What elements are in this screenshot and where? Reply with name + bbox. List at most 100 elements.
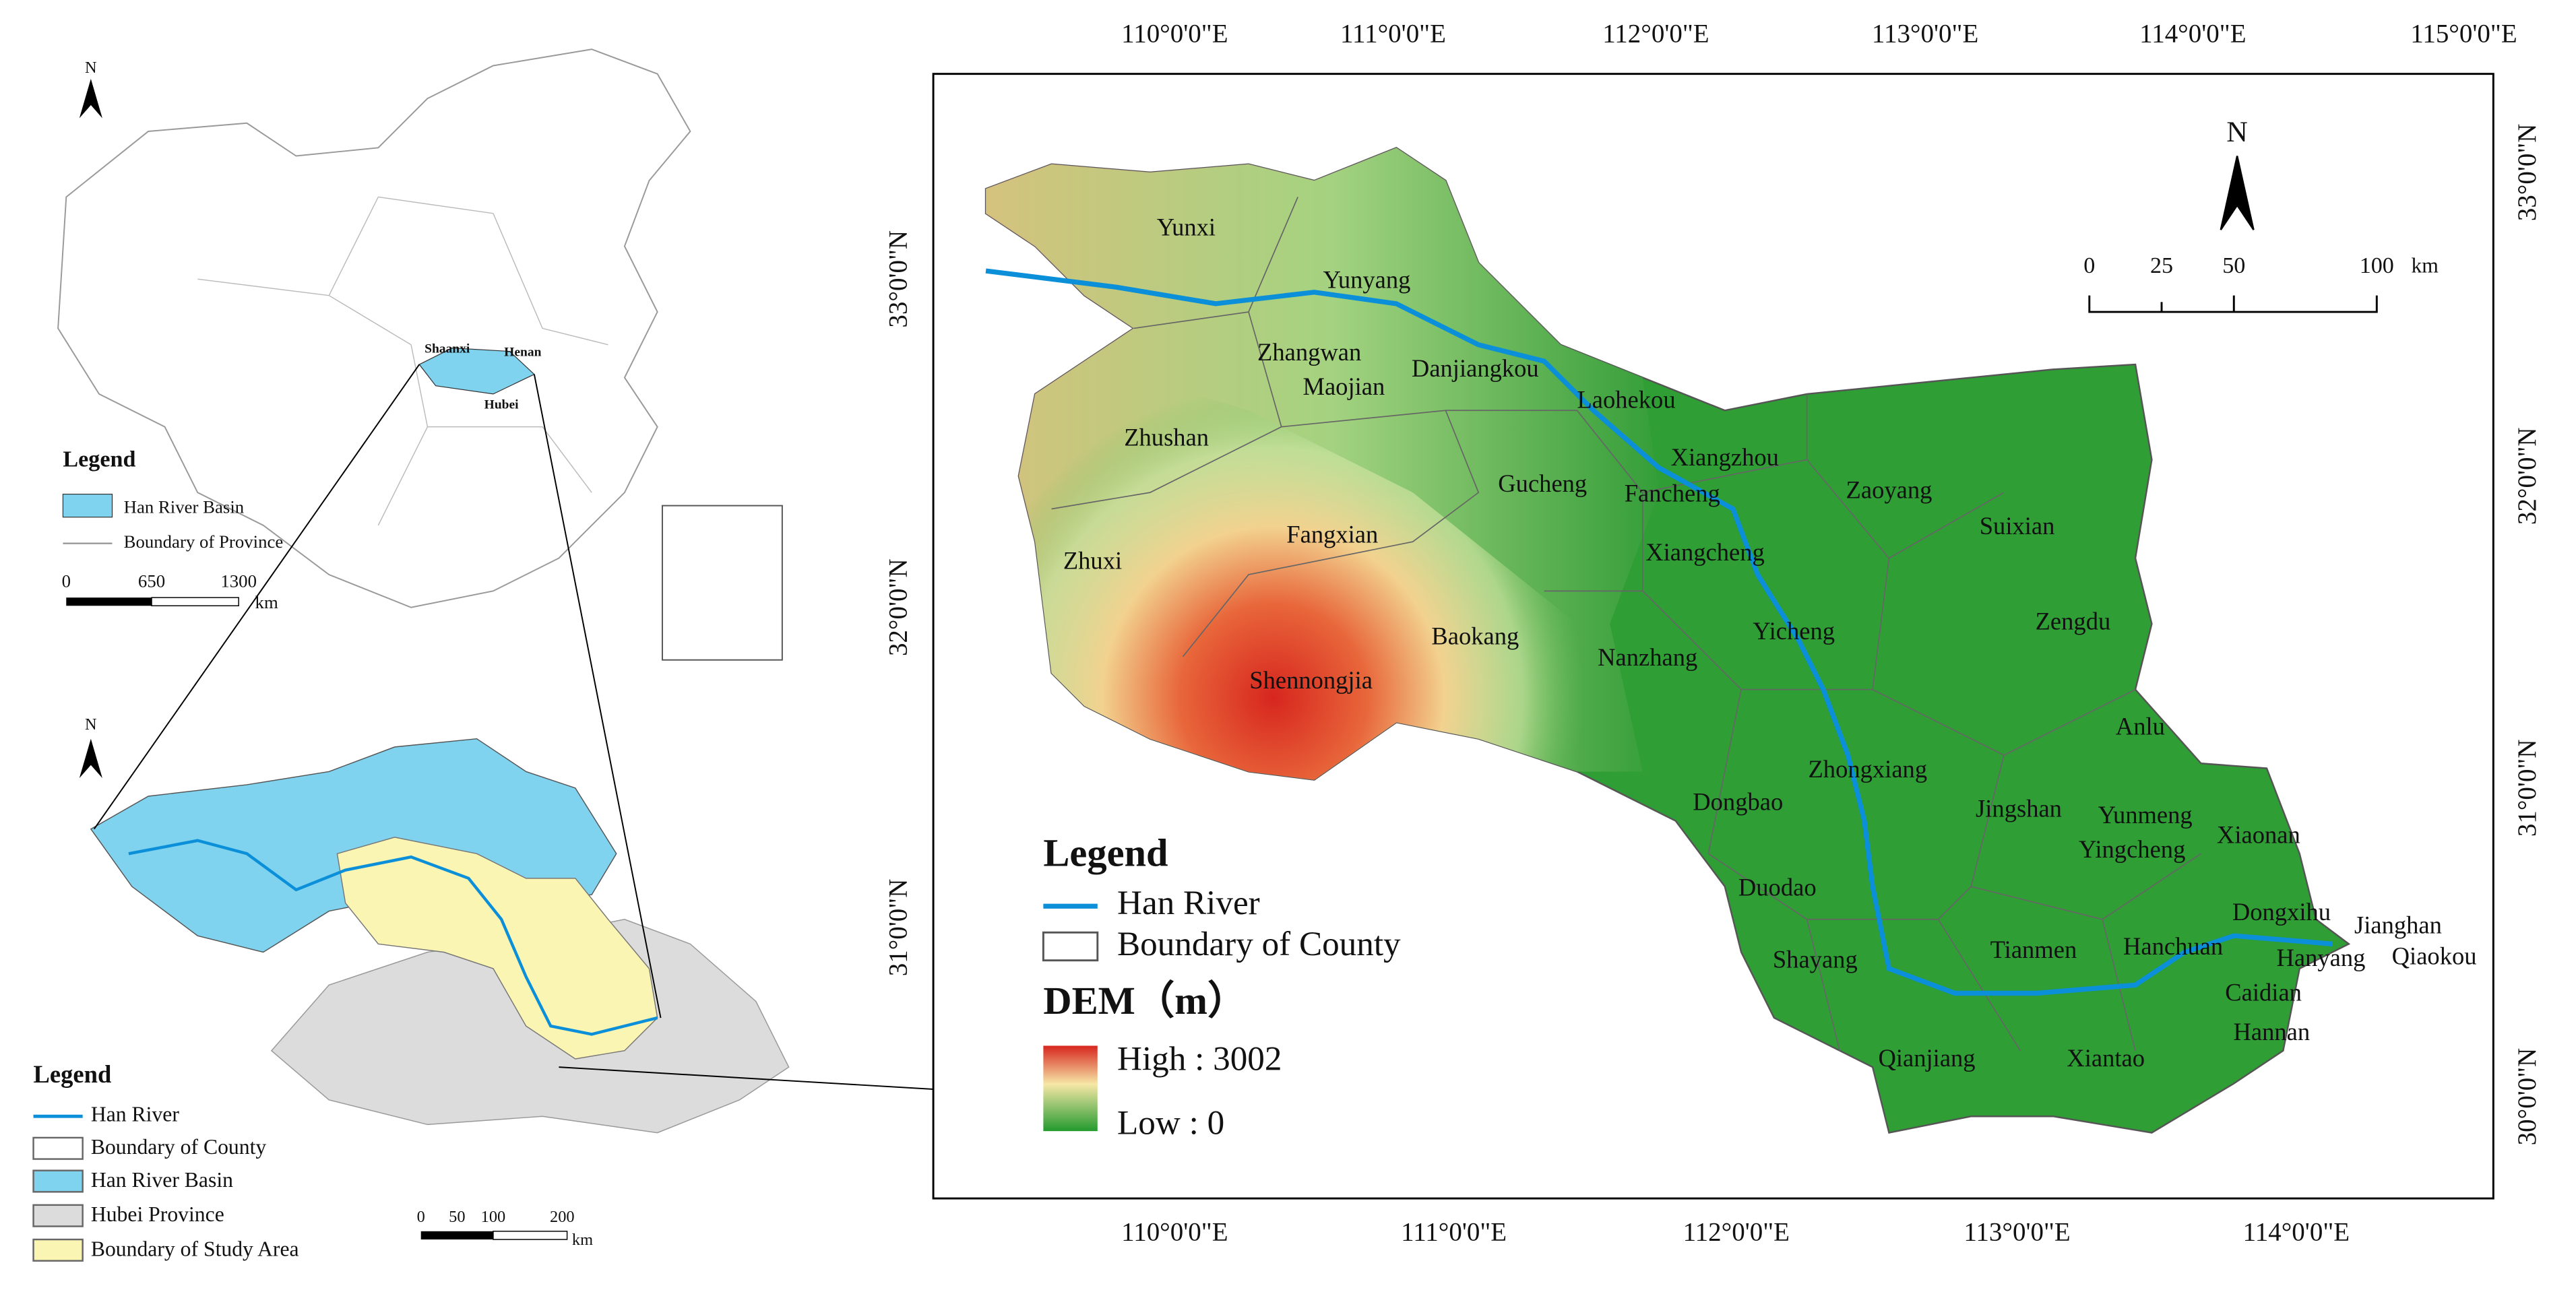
county-label: Qianjiang [1878, 1044, 1975, 1072]
county-label: Yunxi [1157, 214, 1216, 241]
scale-label: 25 [2150, 253, 2173, 278]
map-layout [32, 49, 2494, 1262]
scale-bar [493, 1231, 568, 1240]
connector [93, 364, 420, 830]
han-river-basin [90, 738, 617, 953]
legend-item: Han River [91, 1102, 180, 1126]
province-lines [197, 196, 608, 526]
county-label: Xiangzhou [1671, 443, 1779, 471]
legend-item: Boundary of Province [124, 531, 284, 552]
longitude-label: 111°0'0"E [1401, 1218, 1507, 1247]
county-label: Laohekou [1577, 385, 1675, 413]
longitude-label: 115°0'0"E [2410, 20, 2517, 49]
scale-unit: km [2411, 254, 2439, 278]
legend-swatch [62, 493, 113, 518]
longitude-label: 112°0'0"E [1683, 1218, 1790, 1247]
han-river [985, 268, 2333, 996]
legend-swatch [32, 1204, 84, 1227]
province-label: Hubei [484, 397, 519, 412]
county-label: Qiaokou [2392, 942, 2477, 970]
county-label: Shennongjia [1249, 666, 1373, 694]
legend-dem-title: DEM（m） [1043, 979, 1247, 1023]
latitude-label: 30°0'0"N [2513, 1048, 2542, 1146]
scale-label: 0 [417, 1208, 425, 1226]
county-label: Zhongxiang [1808, 755, 1927, 783]
county-label: Hanchuan [2123, 932, 2223, 960]
legend-item: Han River Basin [124, 497, 245, 517]
county-label: Yingcheng [2079, 835, 2185, 863]
dem-high [1018, 361, 1610, 780]
county-label: Yunyang [1323, 266, 1411, 294]
county-label: Xiantao [2067, 1044, 2145, 1072]
county-label: Maojian [1302, 373, 1385, 400]
scale-label: 50 [2222, 253, 2245, 278]
county-label: Fancheng [1625, 479, 1720, 507]
county-label: Suixian [1980, 512, 2055, 540]
county-label: Zengdu [2036, 607, 2111, 635]
south-china-sea-frame [661, 505, 783, 661]
north-label: N [85, 59, 97, 77]
county-label: Jianghan [2354, 911, 2442, 938]
legend-item: Boundary of County [1117, 925, 1401, 963]
legend-swatch [32, 1238, 84, 1262]
scale-bar [151, 597, 239, 607]
county-label: Danjiangkou [1412, 354, 1539, 382]
county-label: Gucheng [1498, 470, 1587, 497]
latitude-label: 33°0'0"N [883, 230, 912, 328]
longitude-label: 114°0'0"E [2243, 1218, 2350, 1247]
scale-bar [2088, 295, 2378, 313]
county-label: Duodao [1738, 873, 1817, 901]
legend-title: Legend [63, 447, 135, 472]
county-label: Yicheng [1753, 617, 1835, 645]
scale-label: 0 [62, 571, 71, 591]
county-label: Shayang [1773, 946, 1858, 973]
legend-item: Hubei Province [91, 1202, 224, 1226]
county-label: Dongxihu [2232, 898, 2331, 926]
scale-unit: km [255, 592, 278, 612]
scale-bar [420, 1231, 493, 1240]
north-arrow [2220, 156, 2255, 230]
legend-high: High : 3002 [1117, 1040, 1282, 1078]
longitude-label: 111°0'0"E [1340, 20, 1446, 49]
county-label: Fangxian [1286, 520, 1378, 548]
county-label: Jingshan [1976, 794, 2062, 822]
county-label: Zaoyang [1846, 476, 1933, 504]
county-label: Hanyang [2276, 944, 2365, 971]
scale-bar [66, 597, 152, 606]
basin-river [128, 839, 658, 1036]
legend-title: Legend [1043, 831, 1168, 875]
scale-label: 100 [481, 1208, 506, 1226]
longitude-label: 110°0'0"E [1121, 1218, 1228, 1247]
connector [533, 374, 662, 1019]
china-outline [57, 49, 691, 608]
county-boundaries [1051, 197, 2202, 1052]
county-label: Zhangwan [1257, 338, 1361, 366]
latitude-label: 32°0'0"N [2513, 427, 2542, 525]
county-label: Hannan [2233, 1018, 2310, 1045]
scale-label: 650 [138, 571, 165, 591]
longitude-label: 114°0'0"E [2139, 20, 2246, 49]
north-label: N [85, 715, 97, 734]
north-label: N [2226, 116, 2248, 148]
latitude-label: 31°0'0"N [2513, 739, 2542, 837]
county-label: Caidian [2225, 978, 2302, 1006]
scale-label: 1300 [220, 571, 257, 591]
legend-title: Legend [34, 1060, 112, 1088]
county-label: Tianmen [1990, 936, 2077, 963]
north-arrow [79, 738, 102, 779]
legend-swatch [32, 1169, 84, 1193]
county-label: Anlu [2116, 712, 2165, 740]
latitude-label: 31°0'0"N [883, 879, 912, 977]
study-area [336, 837, 658, 1060]
legend-item: Boundary of County [91, 1135, 267, 1159]
scale-label: 0 [2083, 253, 2095, 278]
latitude-label: 32°0'0"N [883, 558, 912, 656]
county-label: Dongbao [1693, 788, 1783, 816]
longitude-label: 113°0'0"E [1872, 20, 1978, 49]
scale-label: 100 [2360, 253, 2394, 278]
scale-unit: km [572, 1231, 593, 1249]
scale-label: 50 [449, 1208, 465, 1226]
north-arrow [79, 78, 102, 119]
